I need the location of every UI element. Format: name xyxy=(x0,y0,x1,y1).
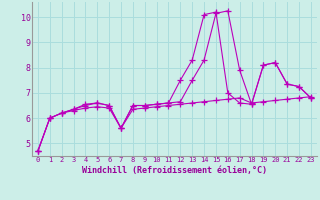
X-axis label: Windchill (Refroidissement éolien,°C): Windchill (Refroidissement éolien,°C) xyxy=(82,166,267,175)
